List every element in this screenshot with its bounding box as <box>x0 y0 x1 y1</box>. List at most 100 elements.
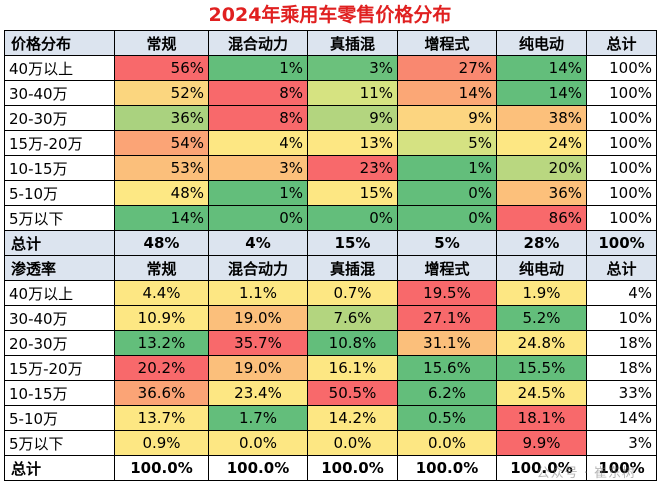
value-cell: 20.2% <box>114 355 209 381</box>
value-cell: 15% <box>307 180 398 206</box>
value-cell: 19.0% <box>208 305 308 331</box>
price-band-label: 40万以上 <box>4 280 115 306</box>
value-cell: 15.5% <box>496 355 587 381</box>
value-cell: 10.9% <box>114 305 209 331</box>
value-cell: 31.1% <box>397 330 497 356</box>
table-row: 40万以上 56% 1% 3% 27% 14% 100% <box>4 55 657 81</box>
value-cell: 19.0% <box>208 355 308 381</box>
table-row: 20-30万 13.2% 35.7% 10.8% 31.1% 24.8% 18% <box>4 330 657 356</box>
value-cell: 0.0% <box>307 430 398 456</box>
price-band-label: 10-15万 <box>4 155 115 181</box>
price-band-label: 15万-20万 <box>4 130 115 156</box>
column-header: 总计 <box>586 255 657 281</box>
value-cell: 0.5% <box>397 405 497 431</box>
value-cell: 1% <box>208 55 308 81</box>
total-value-cell: 48% <box>114 230 209 256</box>
table-row: 5万以下 0.9% 0.0% 0.0% 0.0% 9.9% 3% <box>4 430 657 456</box>
value-cell: 10.8% <box>307 330 398 356</box>
price-band-label: 5万以下 <box>4 430 115 456</box>
value-cell: 53% <box>114 155 209 181</box>
watermark: 公众号 · 崔东树 <box>536 466 636 481</box>
column-header: 增程式 <box>397 30 497 56</box>
value-cell: 24.8% <box>496 330 587 356</box>
row-total-cell: 100% <box>586 80 657 106</box>
column-header: 真插混 <box>307 255 398 281</box>
value-cell: 5% <box>397 130 497 156</box>
row-total-cell: 100% <box>586 205 657 231</box>
total-value-cell: 5% <box>397 230 497 256</box>
column-header: 纯电动 <box>496 255 587 281</box>
row-total-cell: 18% <box>586 330 657 356</box>
table-row: 10-15万 53% 3% 23% 1% 20% 100% <box>4 155 657 181</box>
price-band-label: 30-40万 <box>4 80 115 106</box>
row-total-cell: 10% <box>586 305 657 331</box>
value-cell: 14% <box>496 80 587 106</box>
row-total-cell: 100% <box>586 105 657 131</box>
row-total-cell: 100% <box>586 155 657 181</box>
value-cell: 27% <box>397 55 497 81</box>
value-cell: 52% <box>114 80 209 106</box>
value-cell: 9% <box>307 105 398 131</box>
table-row: 30-40万 10.9% 19.0% 7.6% 27.1% 5.2% 10% <box>4 305 657 331</box>
price-band-label: 40万以上 <box>4 55 115 81</box>
value-cell: 0% <box>397 180 497 206</box>
value-cell: 0% <box>397 205 497 231</box>
value-cell: 1.9% <box>496 280 587 306</box>
value-cell: 1.7% <box>208 405 308 431</box>
table-row: 5万以下 14% 0% 0% 0% 86% 100% <box>4 205 657 231</box>
table-row: 10-15万 36.6% 23.4% 50.5% 6.2% 24.5% 33% <box>4 380 657 406</box>
value-cell: 14.2% <box>307 405 398 431</box>
value-cell: 0% <box>208 205 308 231</box>
table-row: 5-10万 48% 1% 15% 0% 36% 100% <box>4 180 657 206</box>
value-cell: 11% <box>307 80 398 106</box>
header-row: 价格分布 常规 混合动力 真插混 增程式 纯电动 总计 <box>4 30 657 56</box>
row-total-cell: 100% <box>586 55 657 81</box>
value-cell: 0.7% <box>307 280 398 306</box>
table-row: 15万-20万 54% 4% 13% 5% 24% 100% <box>4 130 657 156</box>
column-header: 常规 <box>114 255 209 281</box>
table-row: 40万以上 4.4% 1.1% 0.7% 19.5% 1.9% 4% <box>4 280 657 306</box>
value-cell: 50.5% <box>307 380 398 406</box>
price-band-label: 5-10万 <box>4 180 115 206</box>
table-row: 15万-20万 20.2% 19.0% 16.1% 15.6% 15.5% 18% <box>4 355 657 381</box>
value-cell: 9.9% <box>496 430 587 456</box>
column-header: 纯电动 <box>496 30 587 56</box>
value-cell: 6.2% <box>397 380 497 406</box>
value-cell: 3% <box>208 155 308 181</box>
value-cell: 18.1% <box>496 405 587 431</box>
value-cell: 0.0% <box>397 430 497 456</box>
total-value-cell: 100% <box>586 230 657 256</box>
value-cell: 48% <box>114 180 209 206</box>
value-cell: 14% <box>114 205 209 231</box>
value-cell: 1% <box>397 155 497 181</box>
total-value-cell: 15% <box>307 230 398 256</box>
row-header-label: 价格分布 <box>4 30 115 56</box>
value-cell: 13.7% <box>114 405 209 431</box>
price-band-label: 5万以下 <box>4 205 115 231</box>
total-value-cell: 100% <box>586 455 657 481</box>
value-cell: 7.6% <box>307 305 398 331</box>
value-cell: 16.1% <box>307 355 398 381</box>
row-total-cell: 3% <box>586 430 657 456</box>
value-cell: 14% <box>397 80 497 106</box>
table-row: 30-40万 52% 8% 11% 14% 14% 100% <box>4 80 657 106</box>
value-cell: 23.4% <box>208 380 308 406</box>
price-band-label: 10-15万 <box>4 380 115 406</box>
value-cell: 13% <box>307 130 398 156</box>
price-band-label: 20-30万 <box>4 330 115 356</box>
total-value-cell: 100.0% <box>114 455 209 481</box>
table-body: 价格分布 常规 混合动力 真插混 增程式 纯电动 总计 40万以上 56% 1% 3% 27% 14% 1… <box>4 30 657 481</box>
value-cell: 24% <box>496 130 587 156</box>
price-band-label: 20-30万 <box>4 105 115 131</box>
value-cell: 23% <box>307 155 398 181</box>
value-cell: 3% <box>307 55 398 81</box>
total-value-cell: 100.0% <box>496 455 587 481</box>
column-header: 常规 <box>114 30 209 56</box>
column-header: 增程式 <box>397 255 497 281</box>
price-band-label: 5-10万 <box>4 405 115 431</box>
total-row: 总计 48% 4% 15% 5% 28% 100% <box>4 230 657 256</box>
total-value-cell: 100.0% <box>307 455 398 481</box>
value-cell: 36% <box>496 180 587 206</box>
table-row: 5-10万 13.7% 1.7% 14.2% 0.5% 18.1% 14% <box>4 405 657 431</box>
